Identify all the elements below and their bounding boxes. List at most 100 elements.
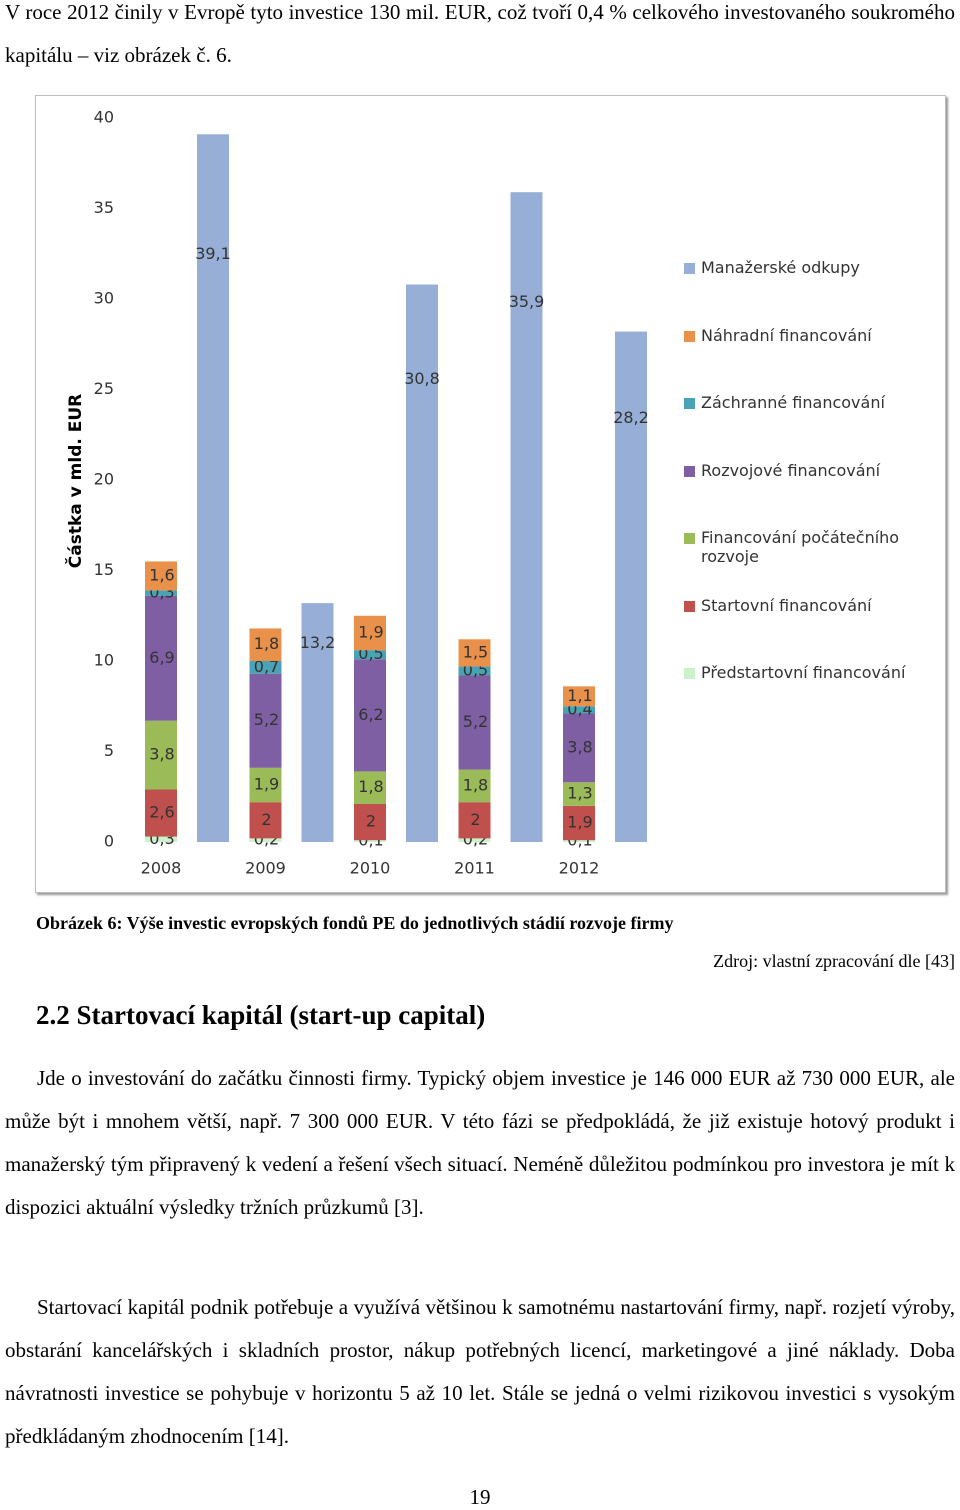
y-axis-title: Částka v mld. EUR: [64, 394, 86, 568]
bar-segment: [145, 720, 177, 790]
x-tick-label: 2011: [454, 859, 495, 878]
bar-segment: [145, 595, 177, 721]
legend-item: Rozvojové financování: [684, 461, 924, 529]
bar-segment: [406, 284, 438, 842]
bar-segment: [249, 673, 282, 768]
chart-svg: Částka v mld. EUR 0 5 10 15 20 25 30 35 40 2008 0,…: [64, 108, 649, 878]
y-tick-label: 0: [104, 832, 114, 851]
data-label: 5,2: [254, 710, 279, 729]
bar-segment: [563, 782, 595, 806]
data-label: 2: [261, 810, 271, 829]
bar-segment: [145, 590, 177, 596]
bar-segment: [510, 192, 543, 843]
data-label: 1,6: [149, 565, 174, 584]
figure-source: Zdroj: vlastní zpracování dle [43]: [713, 951, 955, 971]
bar-segment: [249, 767, 282, 803]
paragraph: Startovací kapitál podnik potřebuje a vy…: [5, 1295, 955, 1448]
bar-segment: [354, 803, 386, 841]
legend-label: Záchranné financování: [701, 393, 885, 412]
y-tick-label: 25: [94, 379, 114, 398]
legend: Manažerské odkupy Náhradní financování Zác…: [684, 258, 924, 731]
chart: Částka v mld. EUR 0 5 10 15 20 25 30 35 40 2008 0,…: [35, 95, 946, 893]
bar-segment: [563, 686, 595, 707]
bar-segment: [249, 838, 282, 842]
data-label: 3,8: [149, 745, 174, 764]
bar-segment: [458, 769, 491, 803]
bar-segment: [615, 331, 647, 842]
bar-segment: [145, 836, 177, 842]
y-tick-label: 15: [94, 560, 114, 579]
y-tick-label: 5: [104, 741, 114, 760]
data-label: 0,7: [254, 657, 279, 676]
bar-segment: [249, 628, 282, 661]
data-label: 30,8: [404, 369, 440, 388]
bar-segment: [458, 802, 491, 839]
data-label: 1,9: [254, 774, 279, 793]
legend-label: Náhradní financování: [701, 325, 872, 345]
bar-segment: [563, 706, 595, 714]
bar-segment: [145, 789, 177, 837]
y-tick-label: 30: [94, 289, 114, 308]
bar-segment: [458, 838, 491, 842]
data-label: 1,1: [567, 686, 592, 705]
y-tick-label: 40: [94, 108, 114, 127]
data-label: 1,5: [463, 642, 488, 661]
bar-segment: [458, 666, 491, 676]
legend-swatch: [684, 330, 695, 342]
bar-segment: [458, 639, 491, 667]
bar-segment: [354, 840, 386, 842]
legend-label: Rozvojové financování: [701, 460, 881, 480]
y-tick-label: 20: [94, 470, 114, 489]
legend-swatch: [684, 600, 695, 612]
x-tick-label: 2008: [141, 859, 182, 878]
legend-item: Startovní financování: [684, 596, 924, 664]
legend-item: Předstartovní financování: [684, 663, 924, 731]
legend-item: Manažerské odkupy: [684, 258, 924, 326]
data-label: 6,9: [149, 648, 174, 667]
y-tick-label: 35: [94, 198, 114, 217]
x-tick-label: 2009: [245, 859, 286, 878]
bar-segment: [249, 802, 282, 839]
data-label: 6,2: [358, 705, 383, 724]
legend-swatch: [684, 668, 695, 679]
data-label: 1,9: [567, 812, 592, 831]
data-label: 3,8: [567, 737, 592, 756]
legend-swatch: [684, 465, 695, 477]
legend-swatch: [684, 263, 695, 274]
bar-segment: [458, 675, 491, 770]
bar-segment: [354, 771, 386, 804]
data-label: 1,8: [358, 777, 383, 796]
bar-segment: [354, 659, 386, 772]
legend-swatch: [684, 533, 695, 544]
legend-label: Předstartovní financování: [701, 663, 906, 682]
data-label: 1,9: [358, 622, 383, 641]
paragraph: Jde o investování do začátku činnosti fi…: [5, 1066, 955, 1219]
x-tick-label: 2012: [559, 859, 600, 878]
data-label: 13,2: [300, 633, 336, 652]
bar-segment: [563, 713, 595, 783]
bar-segment: [354, 650, 386, 660]
bar-segment: [354, 615, 386, 651]
figure-caption: Obrázek 6: Výše investic evropských fond…: [36, 913, 674, 933]
bar-segment: [563, 840, 595, 842]
legend-item: Náhradní financování: [684, 326, 924, 394]
data-label: 1,8: [254, 634, 279, 653]
data-label: 5,2: [463, 712, 488, 731]
bar-segment: [249, 661, 282, 674]
legend-label: Manažerské odkupy: [701, 258, 860, 277]
bar-segment: [197, 134, 229, 842]
section-heading: 2.2 Startovací kapitál (start-up capital…: [36, 1000, 486, 1030]
data-label: 1,8: [463, 775, 488, 794]
x-tick-label: 2010: [350, 859, 391, 878]
legend-item: Záchranné financování: [684, 393, 924, 461]
legend-item: Financování počátečního rozvoje: [684, 528, 924, 596]
data-label: 2: [366, 812, 376, 831]
legend-label: Startovní financování: [701, 595, 872, 615]
data-label: 39,1: [195, 244, 231, 263]
data-label: 35,9: [509, 292, 545, 311]
bar-segment: [301, 603, 334, 842]
data-label: 28,2: [613, 408, 649, 427]
data-label: 1,3: [567, 784, 592, 803]
intro-paragraph: V roce 2012 činily v Evropě tyto investi…: [5, 0, 955, 67]
